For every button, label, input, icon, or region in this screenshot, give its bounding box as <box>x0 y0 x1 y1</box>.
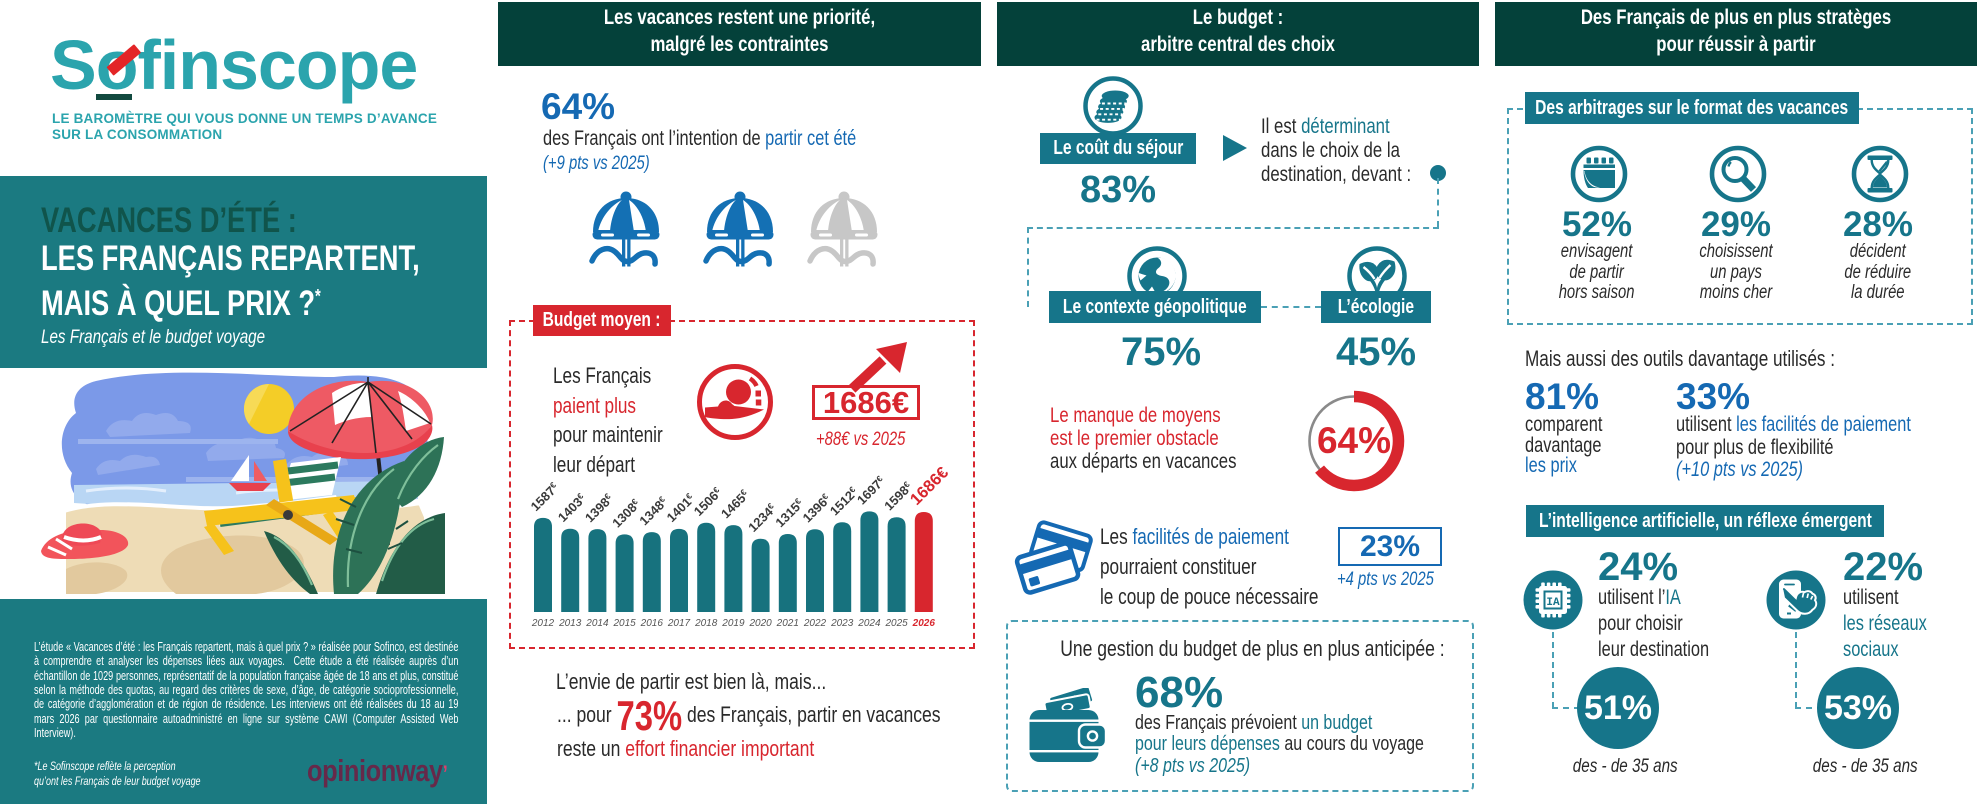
svg-text:1403€: 1403€ <box>555 491 589 525</box>
svg-text:2012: 2012 <box>531 618 555 629</box>
svg-text:2022: 2022 <box>803 618 827 629</box>
svg-text:2021: 2021 <box>776 618 799 629</box>
svg-text:2017: 2017 <box>667 618 691 629</box>
svg-text:2015: 2015 <box>612 618 636 629</box>
svg-text:2025: 2025 <box>884 618 908 629</box>
svg-text:2013: 2013 <box>558 618 582 629</box>
svg-text:2018: 2018 <box>694 618 718 629</box>
svg-text:2019: 2019 <box>721 618 745 629</box>
svg-text:64%: 64% <box>1317 420 1391 461</box>
svg-text:IA: IA <box>1546 597 1560 609</box>
svg-text:1686€: 1686€ <box>907 464 952 509</box>
svg-text:1308€: 1308€ <box>609 496 643 530</box>
svg-text:1465€: 1465€ <box>718 487 752 521</box>
svg-text:2023: 2023 <box>830 618 854 629</box>
svg-text:2024: 2024 <box>857 618 881 629</box>
svg-text:1512€: 1512€ <box>827 484 861 518</box>
svg-text:2014: 2014 <box>585 618 609 629</box>
svg-text:1587€: 1587€ <box>528 480 562 514</box>
svg-text:2020: 2020 <box>748 618 772 629</box>
svg-text:2026: 2026 <box>912 618 936 629</box>
svg-text:2016: 2016 <box>640 618 664 629</box>
